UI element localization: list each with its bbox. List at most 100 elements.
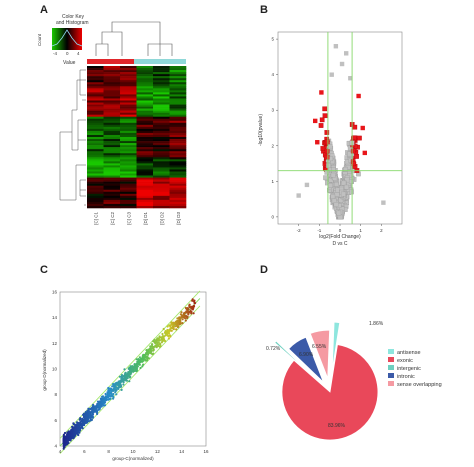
scatter-point bbox=[101, 395, 105, 398]
heatmap-cell bbox=[136, 193, 154, 197]
heatmap-cell bbox=[87, 78, 104, 81]
heatmap-cell bbox=[153, 116, 170, 120]
color-key-tick-1: -4 bbox=[53, 51, 57, 56]
scatter-point bbox=[95, 404, 98, 407]
heatmap-cell bbox=[87, 68, 104, 71]
scatter-point bbox=[63, 437, 66, 440]
heatmap-cell bbox=[120, 143, 137, 146]
heatmap-cell bbox=[153, 181, 170, 184]
scatter-point bbox=[125, 379, 128, 382]
heatmap-cell bbox=[120, 98, 137, 101]
heatmap-cell bbox=[169, 68, 187, 71]
scatter-point bbox=[148, 351, 151, 354]
heatmap-cell bbox=[169, 128, 187, 132]
heatmap-cell bbox=[153, 122, 170, 126]
heatmap-cell bbox=[136, 163, 154, 166]
heatmap-cell bbox=[87, 147, 104, 150]
heatmap-cell bbox=[169, 120, 187, 124]
scatter-y-tick-label: 14 bbox=[52, 315, 58, 320]
volcano-xlabel: log2(Fold Change) bbox=[319, 234, 361, 240]
scatter-point bbox=[126, 376, 129, 379]
scatter-point bbox=[133, 365, 136, 368]
scatter-point bbox=[63, 445, 66, 448]
scatter-point bbox=[138, 356, 141, 359]
heatmap-cell bbox=[87, 191, 104, 195]
heatmap-cell bbox=[103, 134, 121, 138]
heatmap-cell bbox=[153, 76, 170, 79]
heatmap-cell bbox=[103, 153, 121, 156]
heatmap-cell bbox=[136, 157, 154, 160]
heatmap-cell bbox=[120, 175, 137, 178]
heatmap-cell bbox=[87, 98, 104, 101]
scatter-point bbox=[183, 311, 186, 314]
heatmap-cell bbox=[120, 94, 137, 97]
heatmap-cell bbox=[153, 183, 170, 186]
scatter-point bbox=[151, 353, 154, 356]
heatmap-cell bbox=[153, 165, 170, 168]
heatmap-cell bbox=[153, 139, 170, 142]
heatmap-cell bbox=[169, 171, 187, 174]
heatmap-cell bbox=[87, 177, 104, 180]
heatmap-cell bbox=[136, 108, 154, 111]
heatmap-cell bbox=[169, 134, 187, 138]
heatmap-cell bbox=[136, 203, 154, 207]
heatmap-cell bbox=[169, 94, 187, 97]
pie-slice bbox=[331, 321, 341, 371]
heatmap-cell bbox=[153, 187, 170, 191]
heatmap-cell bbox=[169, 100, 187, 103]
scatter-point bbox=[136, 363, 139, 366]
volcano-point bbox=[319, 90, 324, 95]
volcano-point bbox=[324, 169, 330, 175]
heatmap-cell bbox=[103, 183, 121, 186]
heatmap-cell bbox=[87, 149, 104, 152]
heatmap-cell bbox=[169, 205, 187, 209]
scatter-point bbox=[78, 423, 81, 426]
heatmap-cell bbox=[103, 88, 121, 91]
scatter-point bbox=[146, 351, 149, 354]
heatmap-cell bbox=[87, 90, 104, 93]
scatter-point bbox=[175, 321, 178, 324]
scatter-point bbox=[110, 388, 113, 391]
heatmap-cell bbox=[136, 116, 154, 120]
volcano-x-tick-label: 0 bbox=[339, 228, 342, 233]
volcano-y-tick-label: 2 bbox=[271, 143, 274, 148]
heatmap-cell bbox=[103, 191, 121, 195]
volcano-point bbox=[304, 182, 310, 188]
scatter-point bbox=[107, 389, 110, 392]
heatmap-cell bbox=[103, 189, 121, 193]
heatmap-cell bbox=[153, 177, 170, 180]
scatter-point bbox=[144, 355, 147, 358]
volcano-point bbox=[315, 140, 320, 145]
scatter-point bbox=[70, 430, 73, 434]
heatmap-cell bbox=[87, 100, 104, 103]
scatter-point bbox=[72, 422, 75, 425]
scatter-point bbox=[103, 396, 106, 399]
scatter-point bbox=[165, 331, 168, 334]
heatmap-cell bbox=[169, 173, 187, 176]
heatmap-cell bbox=[136, 130, 154, 134]
heatmap-cell bbox=[136, 86, 154, 89]
heatmap-cell bbox=[87, 199, 104, 203]
heatmap-cell bbox=[87, 205, 104, 209]
color-key-ylabel: Count bbox=[37, 33, 42, 46]
scatter-point bbox=[97, 402, 100, 405]
heatmap-cell bbox=[103, 143, 121, 146]
heatmap-cell bbox=[169, 112, 187, 115]
scatter-point bbox=[176, 317, 179, 320]
heatmap-cell bbox=[120, 102, 137, 105]
heatmap-cell bbox=[153, 175, 170, 178]
scatter-point bbox=[115, 393, 118, 396]
volcano-y-tick-label: 3 bbox=[271, 108, 274, 113]
heatmap-cell bbox=[120, 199, 137, 203]
heatmap-row-dendrogram bbox=[59, 69, 86, 206]
scatter-point bbox=[74, 424, 77, 427]
volcano-y-tick-label: 0 bbox=[271, 214, 274, 219]
scatter-axes: 4 6 8 10 12 14 16 4 6 8 10 12 14 16 bbox=[52, 290, 209, 455]
heatmap-cell bbox=[169, 163, 187, 166]
heatmap-cell bbox=[136, 92, 154, 95]
scatter-point bbox=[75, 431, 78, 434]
volcano-axes: -2 -1 0 1 2 0 1 2 3 4 5 bbox=[271, 37, 383, 233]
heatmap-cell bbox=[169, 114, 187, 118]
heatmap-cell bbox=[103, 118, 121, 122]
